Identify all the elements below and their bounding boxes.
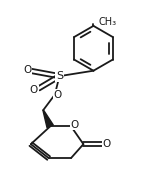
Text: O: O bbox=[54, 90, 62, 100]
Text: O: O bbox=[24, 65, 32, 75]
Polygon shape bbox=[43, 110, 53, 128]
Text: S: S bbox=[56, 71, 63, 81]
Text: O: O bbox=[102, 139, 111, 149]
Text: O: O bbox=[30, 85, 38, 95]
Text: O: O bbox=[71, 120, 79, 130]
Text: CH₃: CH₃ bbox=[98, 17, 116, 27]
